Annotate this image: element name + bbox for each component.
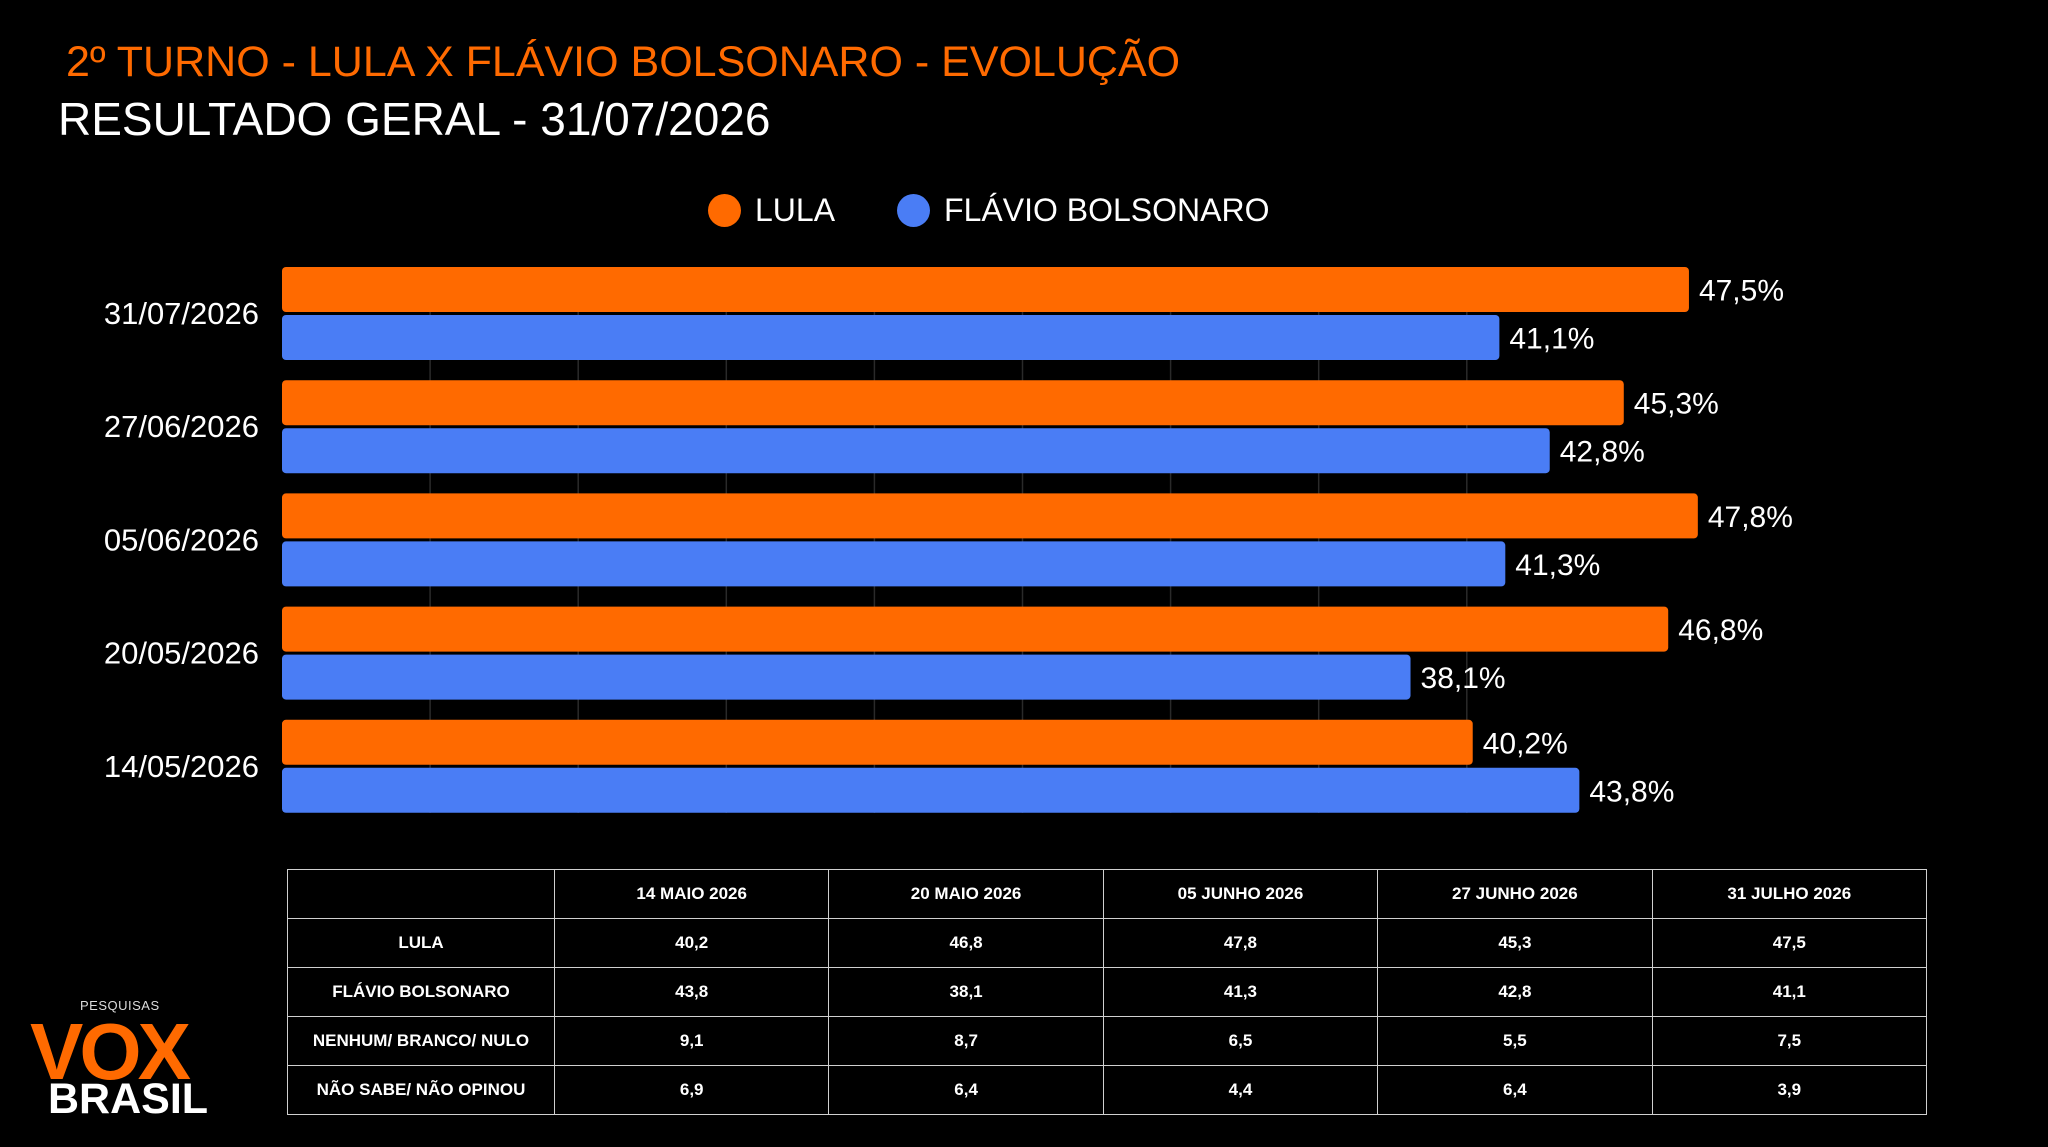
table-row-label: NENHUM/ BRANCO/ NULO (287, 1016, 555, 1066)
bar (282, 719, 1473, 765)
data-label: 41,3% (1515, 549, 1600, 582)
bar (282, 428, 1550, 474)
table-cell: 6,4 (828, 1065, 1104, 1115)
table-header-cell: 20 MAIO 2026 (828, 869, 1104, 919)
table-row: LULA 40,2 46,8 47,8 45,3 47,5 (287, 918, 1928, 968)
table-cell: 6,9 (553, 1065, 830, 1115)
table-cell: 6,5 (1102, 1016, 1379, 1066)
table-row-label: NÃO SABE/ NÃO OPINOU (287, 1065, 555, 1115)
table-header-cell: 27 JUNHO 2026 (1377, 869, 1653, 919)
bar (282, 267, 1689, 312)
chart-legend: LULA FLÁVIO BOLSONARO (708, 192, 1331, 229)
logo-main-text: VOX (30, 1007, 191, 1096)
table-row: NENHUM/ BRANCO/ NULO 9,1 8,7 6,5 5,5 7,5 (287, 1016, 1928, 1066)
table-cell: 3,9 (1651, 1065, 1928, 1115)
data-label: 46,8% (1678, 614, 1763, 647)
table-row-label: LULA (287, 918, 555, 968)
data-label: 47,5% (1699, 275, 1784, 308)
table-cell: 41,3 (1102, 967, 1379, 1017)
table-cell: 42,8 (1377, 967, 1653, 1017)
category-label: 27/06/2026 (104, 409, 259, 444)
bar (282, 606, 1669, 652)
table-row-label: FLÁVIO BOLSONARO (287, 967, 555, 1017)
table-cell: 47,5 (1651, 918, 1928, 968)
table-cell: 8,7 (828, 1016, 1104, 1066)
data-label: 42,8% (1560, 436, 1645, 469)
logo-bottom-text: BRASIL (48, 1075, 209, 1123)
table-header-cell: 05 JUNHO 2026 (1102, 869, 1379, 919)
vox-brasil-logo: PESQUISAS VOX BRASIL (30, 996, 208, 1122)
table-cell: 4,4 (1102, 1065, 1379, 1115)
legend-item-flavio: FLÁVIO BOLSONARO (897, 192, 1269, 229)
table-row: NÃO SABE/ NÃO OPINOU 6,9 6,4 4,4 6,4 3,9 (287, 1065, 1928, 1115)
legend-swatch-lula (708, 194, 741, 227)
chart-title: 2º TURNO - LULA X FLÁVIO BOLSONARO - EVO… (66, 38, 1181, 86)
chart-subtitle: RESULTADO GERAL - 31/07/2026 (58, 93, 771, 145)
legend-label-lula: LULA (755, 192, 836, 228)
data-label: 41,1% (1509, 323, 1594, 356)
bar (282, 541, 1506, 587)
table-cell: 7,5 (1651, 1016, 1928, 1066)
table-cell: 6,4 (1377, 1065, 1653, 1115)
table-header-cell (287, 869, 555, 919)
table-row: FLÁVIO BOLSONARO 43,8 38,1 41,3 42,8 41,… (287, 967, 1928, 1017)
category-label: 31/07/2026 (104, 296, 259, 331)
legend-swatch-flavio (897, 194, 931, 227)
bar (282, 380, 1624, 426)
table-header-cell: 14 MAIO 2026 (553, 869, 830, 919)
table-cell: 41,1 (1651, 967, 1928, 1017)
table-cell: 5,5 (1377, 1016, 1653, 1066)
data-label: 45,3% (1634, 388, 1719, 421)
bar (282, 767, 1580, 813)
category-label: 14/05/2026 (104, 749, 259, 784)
table-header-cell: 31 JULHO 2026 (1651, 869, 1928, 919)
category-label: 05/06/2026 (104, 522, 259, 557)
bar (282, 493, 1698, 539)
table-cell: 38,1 (828, 967, 1104, 1017)
data-label: 40,2% (1483, 727, 1568, 760)
legend-label-flavio: FLÁVIO BOLSONARO (944, 192, 1270, 228)
legend-item-lula: LULA (708, 192, 835, 229)
table-cell: 43,8 (553, 967, 830, 1017)
table-cell: 40,2 (553, 918, 830, 968)
data-label: 43,8% (1589, 775, 1674, 808)
logo-top-text: PESQUISAS (80, 998, 160, 1013)
results-table: 14 MAIO 2026 20 MAIO 2026 05 JUNHO 2026 … (287, 869, 1928, 1115)
data-label: 47,8% (1708, 501, 1793, 534)
table-header-row: 14 MAIO 2026 20 MAIO 2026 05 JUNHO 2026 … (287, 869, 1928, 919)
bar (282, 315, 1500, 360)
bar-chart: 31/07/2026 47,5% 41,1% 27/06/2026 45,3% 42,8%… (104, 267, 1793, 813)
table-cell: 46,8 (828, 918, 1104, 968)
table-cell: 9,1 (553, 1016, 830, 1066)
data-label: 38,1% (1421, 662, 1506, 695)
table-cell: 47,8 (1102, 918, 1379, 968)
table-cell: 45,3 (1377, 918, 1653, 968)
bar (282, 654, 1411, 700)
category-label: 20/05/2026 (104, 636, 259, 671)
